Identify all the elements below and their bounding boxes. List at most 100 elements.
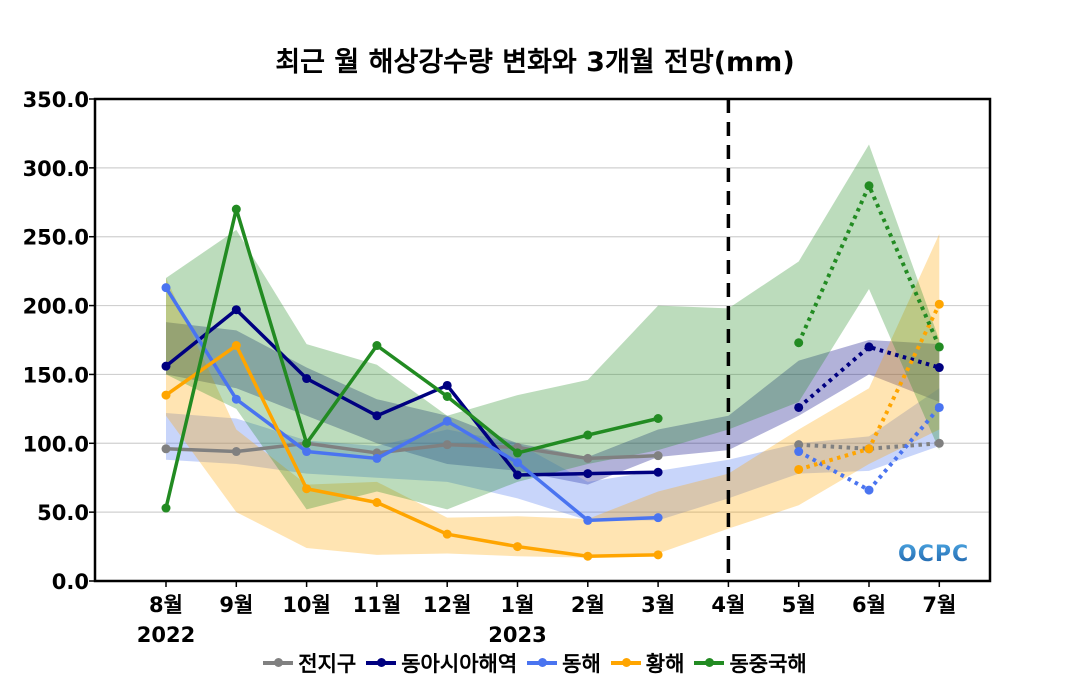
forecast-point — [864, 444, 874, 454]
data-point — [653, 513, 663, 523]
data-point — [653, 467, 663, 477]
data-point — [513, 470, 522, 480]
legend-swatch — [610, 658, 641, 667]
data-point — [302, 438, 312, 448]
series-line-동중국해 — [164, 207, 659, 509]
y-tick-label: 200.0 — [23, 295, 89, 319]
chart-title: 최근 월 해상강수량 변화와 3개월 전망(mm) — [275, 47, 795, 78]
data-point — [372, 341, 382, 351]
forecast-point — [934, 299, 944, 309]
legend-item: 동중국해 — [694, 648, 807, 678]
legend-item: 전지구 — [263, 648, 356, 678]
legend-label: 동해 — [562, 652, 601, 676]
legend-swatch — [263, 658, 294, 667]
data-point — [513, 542, 522, 552]
legend-label: 동아시아해역 — [401, 652, 518, 676]
data-point — [442, 416, 452, 426]
band-동해 — [166, 388, 940, 521]
data-point — [161, 390, 171, 400]
legend-item: 황해 — [610, 648, 685, 678]
x-tick-label: 7월 — [922, 593, 956, 617]
y-tick-label: 100.0 — [23, 432, 89, 456]
data-point — [442, 440, 452, 450]
data-point — [513, 458, 522, 468]
legend-swatch — [366, 658, 397, 667]
forecast-point — [794, 440, 804, 450]
data-point — [583, 453, 593, 463]
data-point — [442, 529, 452, 539]
data-point — [161, 444, 171, 454]
y-tick-label: 0.0 — [52, 570, 89, 594]
ocpc-logo: OCPC — [898, 542, 970, 567]
legend-swatch — [694, 658, 725, 667]
plot-frame — [93, 97, 992, 583]
data-point — [653, 413, 663, 423]
data-point — [583, 469, 593, 479]
forecast-point — [934, 342, 944, 352]
series-line-전지구 — [165, 441, 659, 461]
x-tick-label: 8월 — [149, 593, 183, 617]
data-point — [372, 411, 382, 421]
data-point — [231, 394, 241, 404]
legend-label: 황해 — [645, 652, 685, 676]
legend-label: 동중국해 — [729, 652, 807, 676]
series-line-동아시아해역 — [164, 307, 659, 477]
legend-label: 전지구 — [298, 652, 357, 676]
series-line-동해 — [164, 286, 659, 523]
x-tick-label: 12월 — [423, 593, 472, 617]
data-point — [231, 341, 241, 351]
data-point — [161, 503, 171, 513]
forecast-point — [864, 485, 874, 495]
data-point — [653, 451, 663, 461]
data-point — [583, 551, 593, 561]
data-point — [302, 447, 312, 457]
data-point — [513, 448, 522, 458]
data-point — [583, 430, 593, 440]
data-point — [161, 283, 171, 293]
band-동중국해 — [166, 144, 940, 510]
y-tick-label: 150.0 — [23, 363, 89, 387]
data-point — [442, 391, 452, 401]
data-point — [653, 550, 663, 560]
data-point — [372, 453, 382, 463]
x-tick-label: 5월 — [782, 593, 816, 617]
forecast-point — [934, 363, 944, 373]
data-point — [442, 380, 452, 390]
x-tick-label: 2월 — [571, 593, 605, 617]
forecast-point — [794, 447, 804, 457]
x-tick-label: 4월 — [711, 593, 745, 617]
legend-swatch — [527, 658, 558, 667]
x-tick-label: 10월 — [282, 593, 331, 617]
data-point — [302, 374, 312, 384]
data-point — [231, 447, 241, 457]
y-tick-label: 350.0 — [23, 88, 89, 112]
data-point — [161, 361, 171, 371]
x-tick-label: 9월 — [219, 593, 253, 617]
year-label: 2022 — [137, 623, 195, 647]
forecast-point — [864, 181, 874, 191]
forecast-point — [864, 342, 874, 352]
y-tick-label: 250.0 — [23, 226, 89, 250]
data-point — [302, 484, 312, 494]
legend-item: 동해 — [527, 648, 601, 678]
legend: 전지구 동아시아해역 동해 황해 동중국해 — [0, 648, 1070, 678]
data-point — [231, 305, 241, 315]
forecast-point — [794, 402, 804, 412]
y-tick-label: 50.0 — [37, 501, 89, 525]
forecast-line-동중국해 — [796, 180, 942, 348]
x-tick-label: 3월 — [641, 593, 675, 617]
year-label: 2023 — [488, 623, 546, 647]
forecast-point — [794, 338, 804, 348]
forecast-point — [934, 438, 944, 448]
forecast-point — [934, 402, 944, 412]
data-point — [231, 204, 241, 214]
y-tick-label: 300.0 — [23, 157, 89, 181]
data-point — [372, 498, 382, 508]
series-line-황해 — [164, 343, 659, 558]
x-tick-label: 1월 — [501, 593, 535, 617]
forecast-point — [794, 464, 804, 474]
legend-item: 동아시아해역 — [366, 648, 517, 678]
x-tick-label: 11월 — [353, 593, 402, 617]
data-point — [583, 515, 593, 525]
